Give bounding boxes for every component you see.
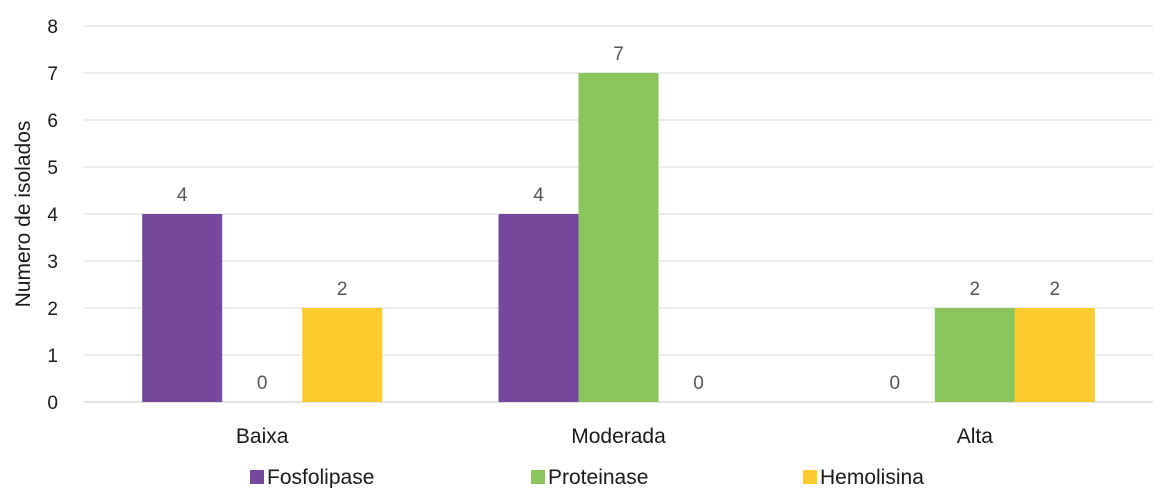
bars [142,73,1095,402]
y-tick-label: 3 [47,252,58,273]
data-label: 4 [533,185,544,206]
y-tick-label: 7 [47,64,58,85]
bar-proteinase-alta [934,308,1015,402]
y-tick-label: 6 [47,111,58,132]
data-label: 2 [970,279,981,300]
legend: Fosfolipase Proteinase Hemolisina [250,466,924,488]
legend-label-fosfolipase: Fosfolipase [267,466,374,488]
data-labels: 4 0 2 4 7 0 0 2 2 [177,44,1060,394]
data-label: 7 [613,44,624,65]
y-tick-label: 8 [47,17,58,38]
legend-label-hemolisina: Hemolisina [820,466,924,488]
data-label: 0 [693,373,704,394]
x-category-label: Moderada [571,425,666,448]
y-tick-label: 2 [47,299,58,320]
data-label: 0 [257,373,268,394]
x-category-label: Baixa [236,425,289,448]
data-label: 0 [890,373,901,394]
bar-hemolisina-baixa [302,308,383,402]
bar-hemolisina-alta [1014,308,1095,402]
legend-swatch-hemolisina [803,470,817,484]
legend-swatch-fosfolipase [250,470,264,484]
x-category-label: Alta [957,425,994,448]
bar-proteinase-moderada [578,73,659,402]
y-tick-label: 4 [47,205,58,226]
y-tick-label: 1 [47,346,58,367]
data-label: 2 [337,279,348,300]
x-axis-categories: Baixa Moderada Alta [236,425,993,448]
data-label: 4 [177,185,188,206]
y-axis-label: Numero de isolados [12,121,35,308]
bar-fosfolipase-moderada [498,214,579,402]
y-tick-label: 0 [47,393,58,414]
legend-label-proteinase: Proteinase [548,466,648,488]
legend-swatch-proteinase [531,470,545,484]
bar-fosfolipase-baixa [142,214,223,402]
y-tick-label: 5 [47,158,58,179]
y-axis-ticks: 0 1 2 3 4 5 6 7 8 [47,17,58,414]
data-label: 2 [1050,279,1061,300]
